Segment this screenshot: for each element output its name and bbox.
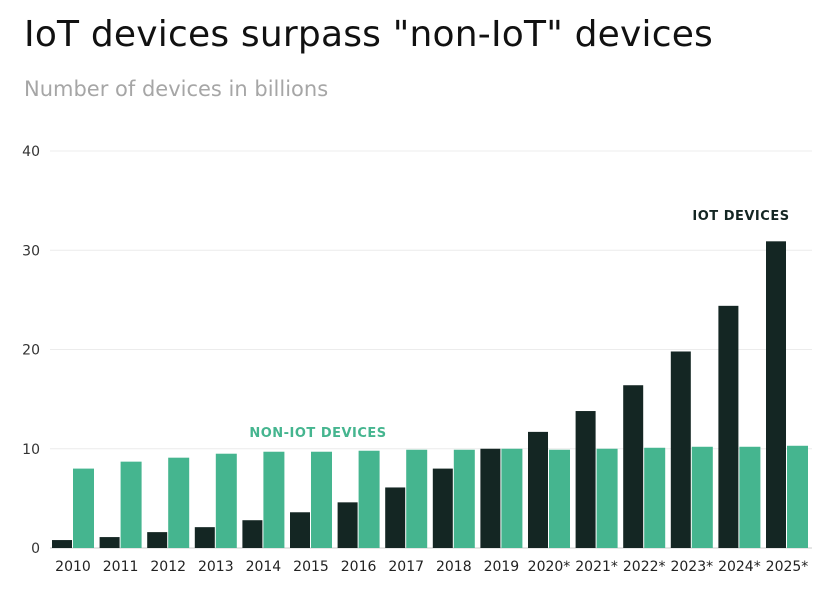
bar-non-iot-2022* xyxy=(644,447,666,548)
bar-iot-2016 xyxy=(337,502,358,548)
x-tick-label: 2011 xyxy=(103,559,139,575)
y-tick-label: 30 xyxy=(22,243,40,259)
x-tick-label: 2014 xyxy=(246,559,282,575)
bar-iot-2020* xyxy=(528,431,548,548)
bar-iot-2012 xyxy=(147,532,168,548)
y-tick-label: 0 xyxy=(31,541,40,557)
series-label-iot: IOT DEVICES xyxy=(692,209,789,224)
bar-non-iot-2019 xyxy=(501,448,523,548)
series-label-non-iot: NON-IOT DEVICES xyxy=(249,426,386,441)
bar-non-iot-2021* xyxy=(596,448,618,548)
x-tick-label: 2025* xyxy=(766,559,809,575)
x-tick-label: 2024* xyxy=(718,559,761,575)
bar-non-iot-2010 xyxy=(73,468,94,548)
x-tick-label: 2012 xyxy=(150,559,186,575)
x-tick-label: 2019 xyxy=(484,559,520,575)
bar-iot-2013 xyxy=(194,527,215,548)
x-tick-label: 2023* xyxy=(670,559,713,575)
bar-iot-2019 xyxy=(480,448,501,548)
bar-iot-2010 xyxy=(52,540,72,548)
bar-non-iot-2018 xyxy=(453,449,475,548)
x-tick-label: 2010 xyxy=(55,559,91,575)
chart-title: IoT devices surpass "non-IoT" devices xyxy=(24,14,714,55)
bar-iot-2015 xyxy=(290,512,310,548)
bar-iot-2018 xyxy=(432,468,453,548)
bar-non-iot-2011 xyxy=(120,461,142,548)
x-tick-label: 2020* xyxy=(528,559,571,575)
bar-iot-2022* xyxy=(623,385,644,548)
bar-iot-2017 xyxy=(385,487,406,548)
bar-non-iot-2023* xyxy=(691,446,713,548)
bar-non-iot-2016 xyxy=(358,450,380,548)
y-tick-label: 20 xyxy=(22,343,40,359)
bar-iot-2021* xyxy=(575,411,596,548)
bar-iot-2023* xyxy=(670,351,691,548)
bar-non-iot-2014 xyxy=(263,451,285,548)
bar-non-iot-2020* xyxy=(549,449,570,548)
bar-non-iot-2025* xyxy=(787,445,808,548)
bar-non-iot-2013 xyxy=(215,453,237,548)
x-tick-label: 2016 xyxy=(341,559,377,575)
bar-iot-2025* xyxy=(766,241,786,548)
bar-iot-2014 xyxy=(242,520,263,548)
x-tick-label: 2022* xyxy=(623,559,666,575)
y-tick-label: 10 xyxy=(22,442,40,458)
bar-iot-2024* xyxy=(718,305,739,548)
chart-subtitle: Number of devices in billions xyxy=(24,77,329,101)
bar-iot-2011 xyxy=(99,537,120,548)
x-tick-label: 2021* xyxy=(575,559,618,575)
bar-non-iot-2015 xyxy=(311,451,332,548)
bar-non-iot-2012 xyxy=(168,457,190,548)
x-tick-label: 2018 xyxy=(436,559,472,575)
bar-non-iot-2017 xyxy=(406,449,428,548)
bar-non-iot-2024* xyxy=(739,446,761,548)
x-tick-label: 2017 xyxy=(388,559,424,575)
x-tick-label: 2013 xyxy=(198,559,234,575)
y-tick-label: 40 xyxy=(22,144,40,160)
x-tick-label: 2015 xyxy=(293,559,329,575)
